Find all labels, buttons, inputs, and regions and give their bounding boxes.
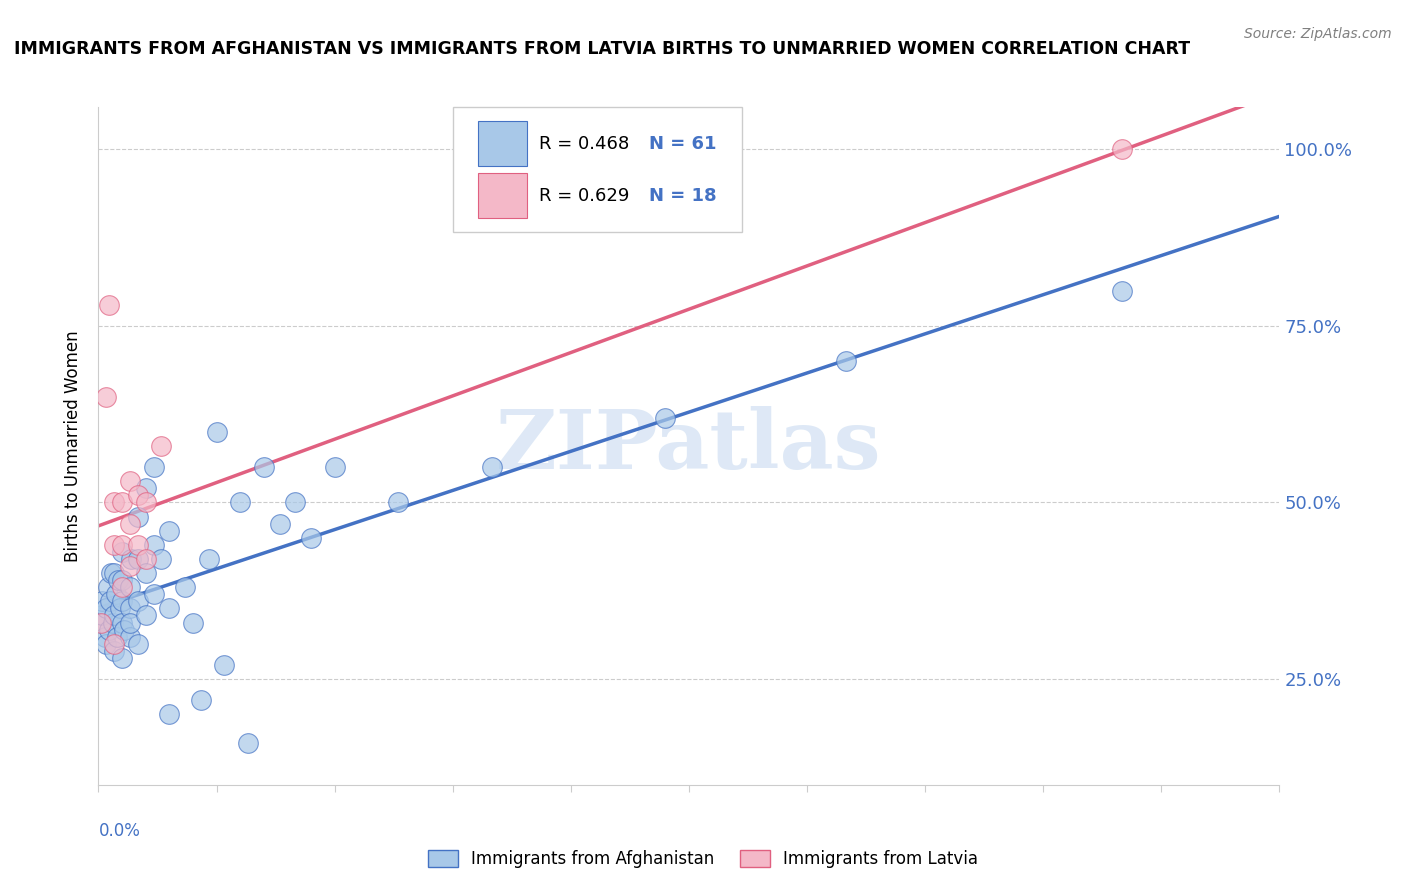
Text: ZIPatlas: ZIPatlas	[496, 406, 882, 486]
Point	[100, 566, 122, 581]
Point	[101, 615, 124, 630]
Point	[157, 707, 180, 722]
Point	[104, 587, 127, 601]
Text: N = 18: N = 18	[648, 186, 717, 205]
Point	[111, 580, 134, 594]
Point	[118, 630, 141, 644]
Point	[107, 573, 129, 587]
Point	[127, 552, 149, 566]
Point	[96, 637, 118, 651]
Point	[103, 637, 125, 651]
Point	[111, 538, 134, 552]
Point	[181, 615, 204, 630]
Point	[135, 495, 157, 509]
Point	[150, 439, 173, 453]
Point	[98, 298, 121, 312]
Point	[118, 580, 141, 594]
Point	[96, 601, 118, 615]
Text: IMMIGRANTS FROM AFGHANISTAN VS IMMIGRANTS FROM LATVIA BIRTHS TO UNMARRIED WOMEN : IMMIGRANTS FROM AFGHANISTAN VS IMMIGRANT…	[14, 40, 1191, 58]
Point	[135, 552, 157, 566]
Point	[121, 552, 143, 566]
Point	[111, 615, 134, 630]
Point	[90, 608, 112, 623]
Point	[97, 580, 120, 594]
Point	[1111, 284, 1133, 298]
Point	[205, 425, 228, 439]
Point	[135, 566, 157, 581]
Point	[118, 615, 141, 630]
FancyBboxPatch shape	[453, 107, 742, 233]
Point	[103, 495, 125, 509]
Point	[157, 524, 180, 538]
Point	[269, 516, 291, 531]
Point	[190, 693, 212, 707]
Point	[103, 538, 125, 552]
Point	[481, 460, 503, 475]
Point	[236, 735, 259, 749]
Point	[253, 460, 276, 475]
Point	[387, 495, 409, 509]
Point	[323, 460, 346, 475]
Point	[127, 509, 149, 524]
FancyBboxPatch shape	[478, 173, 527, 219]
Text: R = 0.468: R = 0.468	[538, 135, 630, 153]
Point	[105, 630, 128, 644]
Point	[142, 587, 165, 601]
Point	[98, 623, 121, 637]
Point	[112, 623, 135, 637]
Point	[91, 594, 114, 608]
Text: 0.0%: 0.0%	[98, 822, 141, 840]
Point	[135, 482, 157, 496]
Point	[118, 559, 141, 574]
Point	[150, 552, 173, 566]
Point	[118, 475, 141, 489]
Point	[654, 410, 676, 425]
Point	[111, 573, 134, 587]
Point	[127, 594, 149, 608]
Text: N = 61: N = 61	[648, 135, 716, 153]
Point	[1111, 143, 1133, 157]
Y-axis label: Births to Unmarried Women: Births to Unmarried Women	[65, 330, 83, 562]
Point	[197, 552, 219, 566]
Point	[127, 637, 149, 651]
Point	[142, 460, 165, 475]
Legend: Immigrants from Afghanistan, Immigrants from Latvia: Immigrants from Afghanistan, Immigrants …	[422, 843, 984, 875]
Point	[89, 615, 111, 630]
Point	[229, 495, 252, 509]
Point	[111, 651, 134, 665]
Point	[142, 538, 165, 552]
Point	[299, 531, 322, 545]
Point	[108, 601, 131, 615]
Point	[103, 566, 125, 581]
Text: R = 0.629: R = 0.629	[538, 186, 630, 205]
Point	[284, 495, 307, 509]
Point	[96, 390, 118, 404]
Point	[214, 657, 236, 672]
Point	[111, 495, 134, 509]
Point	[135, 608, 157, 623]
Point	[90, 615, 112, 630]
FancyBboxPatch shape	[478, 121, 527, 166]
Text: Source: ZipAtlas.com: Source: ZipAtlas.com	[1244, 27, 1392, 41]
Point	[98, 594, 121, 608]
Point	[118, 516, 141, 531]
Point	[835, 354, 858, 368]
Point	[103, 644, 125, 658]
Point	[127, 538, 149, 552]
Point	[174, 580, 197, 594]
Point	[111, 594, 134, 608]
Point	[93, 630, 115, 644]
Point	[157, 601, 180, 615]
Point	[111, 545, 134, 559]
Point	[103, 608, 125, 623]
Point	[118, 601, 141, 615]
Point	[127, 488, 149, 502]
